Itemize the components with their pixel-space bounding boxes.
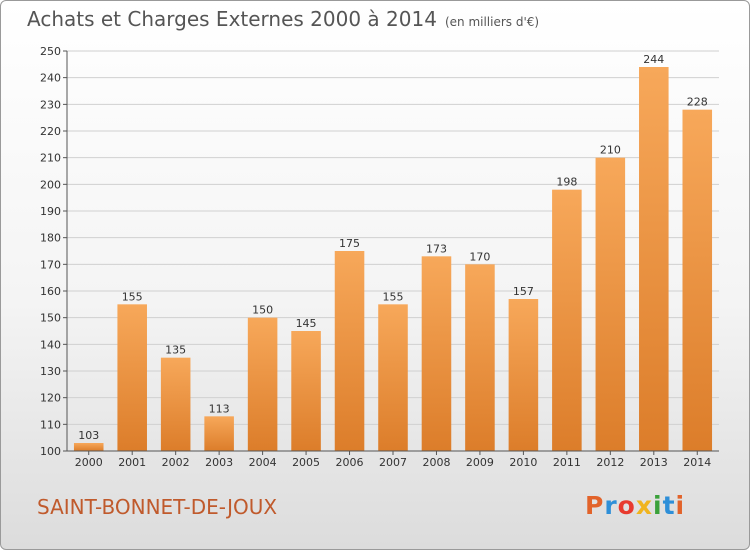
location-name: SAINT-BONNET-DE-JOUX <box>37 495 278 519</box>
data-label-2014: 228 <box>687 96 708 109</box>
y-tick-label: 120 <box>40 392 61 405</box>
chart-title: Achats et Charges Externes 2000 à 2014 (e… <box>27 7 539 31</box>
data-label-2002: 135 <box>165 344 186 357</box>
bar-2011 <box>552 189 582 451</box>
x-tick-label-2008: 2008 <box>422 456 450 469</box>
y-tick-label: 160 <box>40 285 61 298</box>
bar-2007 <box>378 304 408 451</box>
logo-letter: x <box>635 491 653 520</box>
x-tick-label-2006: 2006 <box>336 456 364 469</box>
x-tick-label-2001: 2001 <box>118 456 146 469</box>
data-label-2006: 175 <box>339 237 360 250</box>
data-label-2005: 145 <box>296 317 317 330</box>
logo-letter: i <box>675 491 686 520</box>
y-tick-label: 200 <box>40 178 61 191</box>
bar-2002 <box>160 357 191 451</box>
data-label-2013: 244 <box>643 53 664 66</box>
chart-title-text: Achats et Charges Externes 2000 à 2014 <box>27 7 437 31</box>
y-tick-label: 150 <box>40 312 61 325</box>
y-tick-label: 190 <box>40 205 61 218</box>
y-tick-label: 230 <box>40 98 61 111</box>
bar-2006 <box>334 251 365 451</box>
y-tick-label: 110 <box>40 418 61 431</box>
y-tick-label: 210 <box>40 152 61 165</box>
data-label-2009: 170 <box>469 250 490 263</box>
chart-subtitle: (en milliers d'€) <box>444 15 540 29</box>
data-label-2010: 157 <box>513 285 534 298</box>
axis-layer: 100 110 120 130 140 150 160 170 180 190 200 210 220 2… <box>40 45 719 469</box>
x-tick-label-2003: 2003 <box>205 456 233 469</box>
x-tick-label-2005: 2005 <box>292 456 320 469</box>
x-tick-label-2013: 2013 <box>640 456 668 469</box>
data-label-2003: 113 <box>209 402 230 415</box>
x-tick-label-2009: 2009 <box>466 456 494 469</box>
x-tick-label-2010: 2010 <box>509 456 537 469</box>
logo-letter: r <box>604 491 618 520</box>
x-tick-label-2004: 2004 <box>249 456 277 469</box>
bar-2001 <box>117 304 147 451</box>
x-tick-label-2000: 2000 <box>75 456 103 469</box>
y-tick-label: 250 <box>40 45 61 58</box>
x-tick-label-2012: 2012 <box>596 456 624 469</box>
logo-letter: i <box>653 491 663 520</box>
proxiti-logo: Proxiti <box>585 491 685 520</box>
y-tick-label: 140 <box>40 338 61 351</box>
data-label-2011: 198 <box>556 176 577 189</box>
data-label-2001: 155 <box>122 290 143 303</box>
bar-2012 <box>595 157 626 451</box>
x-tick-label-2014: 2014 <box>683 456 711 469</box>
y-tick-label: 170 <box>40 258 61 271</box>
data-label-2007: 155 <box>383 290 404 303</box>
bar-layer: 103 155 135 113 150 145 175 155 173 170 157 198 210 2… <box>73 53 713 452</box>
x-tick-label-2007: 2007 <box>379 456 407 469</box>
logo-letter: t <box>662 491 676 520</box>
bar-2009 <box>465 264 495 451</box>
bar-2014 <box>682 109 713 452</box>
bar-2004 <box>247 317 278 451</box>
bar-2005 <box>291 331 321 451</box>
data-label-2012: 210 <box>600 144 621 157</box>
bar-2000 <box>73 443 104 451</box>
y-tick-label: 220 <box>40 125 61 138</box>
bar-2003 <box>204 416 234 451</box>
logo-letter: o <box>617 491 636 520</box>
bar-2008 <box>421 256 452 451</box>
x-tick-label-2011: 2011 <box>553 456 581 469</box>
y-tick-label: 100 <box>40 445 61 458</box>
y-tick-label: 180 <box>40 232 61 245</box>
data-label-2004: 150 <box>252 304 273 317</box>
x-tick-label-2002: 2002 <box>162 456 190 469</box>
data-label-2008: 173 <box>426 242 447 255</box>
y-tick-label: 130 <box>40 365 61 378</box>
bar-2010 <box>508 299 539 451</box>
y-tick-label: 240 <box>40 72 61 85</box>
bar-2013 <box>639 67 669 451</box>
data-label-2000: 103 <box>78 429 99 442</box>
logo-letter: P <box>585 491 605 520</box>
